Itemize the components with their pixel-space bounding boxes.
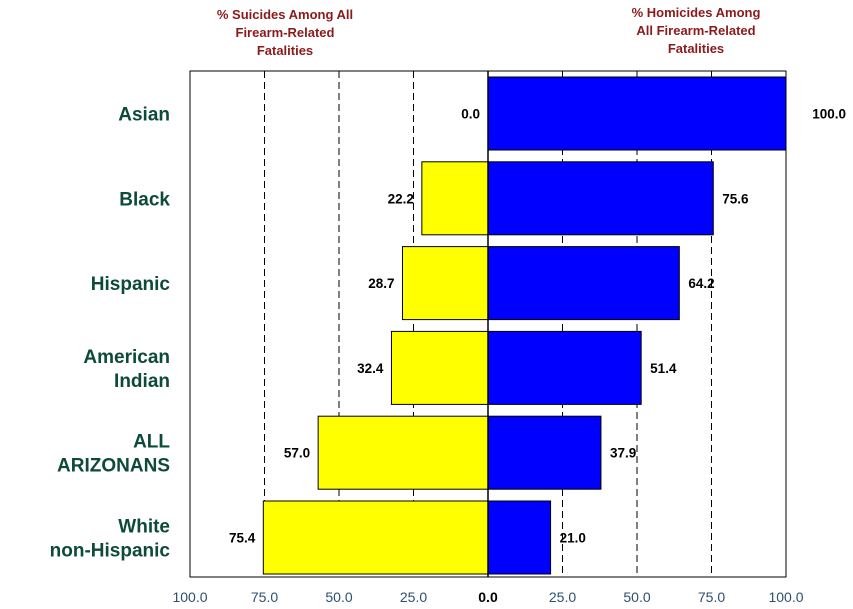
bars [262,76,787,575]
suicide-bar [401,246,489,321]
homicide-bar [487,246,680,321]
suicide-value-label: 28.7 [368,276,394,291]
center-tick-label: 0.0 [478,589,498,605]
left-tick-label: 75.0 [251,589,278,605]
chart-headers: % Suicides Among All Firearm-Related Fatal… [217,5,761,58]
right-tick-label: 100.0 [768,589,803,605]
left-tick-label: 50.0 [325,589,352,605]
suicide-value-label: 75.4 [229,531,256,546]
category-label: Indian [114,371,170,392]
homicide-bar [487,500,552,575]
gridlines [264,71,712,577]
suicide-bar [421,161,489,236]
category-label: White [118,517,170,538]
homicide-value-label: 75.6 [722,191,749,206]
right-title-line: All Firearm-Related [636,23,755,38]
suicide-bar [317,415,489,490]
homicide-value-label: 21.0 [560,531,586,546]
right-title-line: % Homicides Among [632,5,761,20]
suicide-value-label: 57.0 [284,446,310,461]
homicide-value-label: 100.0 [812,107,846,122]
homicide-bar [487,161,714,236]
right-title-line: Fatalities [668,41,724,56]
right-tick-label: 50.0 [623,589,650,605]
homicide-value-label: 64.2 [688,276,714,291]
suicide-bar [262,500,489,575]
homicide-bar [487,330,642,405]
suicide-bar [390,330,489,405]
category-label: Black [119,189,170,210]
category-label: Hispanic [91,274,171,295]
category-label: American [83,347,170,368]
left-title-line: Fatalities [257,43,313,58]
category-label: ALL [133,432,170,453]
suicide-value-label: 32.4 [357,361,384,376]
category-label: non-Hispanic [50,541,171,562]
suicide-value-label: 0.0 [461,107,480,122]
left-title-line: Firearm-Related [236,25,335,40]
category-labels: Asian Black Hispanic American Indian ALL ARIZO… [50,105,171,562]
homicide-value-label: 37.9 [610,446,636,461]
suicide-value-label: 22.2 [388,191,414,206]
category-label: Asian [118,105,170,126]
left-tick-label: 100.0 [172,589,207,605]
homicide-bar [487,76,787,151]
left-tick-label: 25.0 [400,589,427,605]
right-tick-label: 75.0 [698,589,725,605]
value-labels: 0.0 100.0 22.2 75.6 28.7 64.2 32.4 51.4 57.0 37.9… [229,107,846,546]
homicide-bar [487,415,602,490]
left-title-line: % Suicides Among All [217,7,353,22]
axis-tick-labels: 100.0 75.0 50.0 25.0 0.0 25.0 50.0 75.0 100.0 [172,589,803,605]
right-tick-label: 25.0 [549,589,576,605]
category-label: ARIZONANS [57,456,170,477]
homicide-value-label: 51.4 [650,361,677,376]
